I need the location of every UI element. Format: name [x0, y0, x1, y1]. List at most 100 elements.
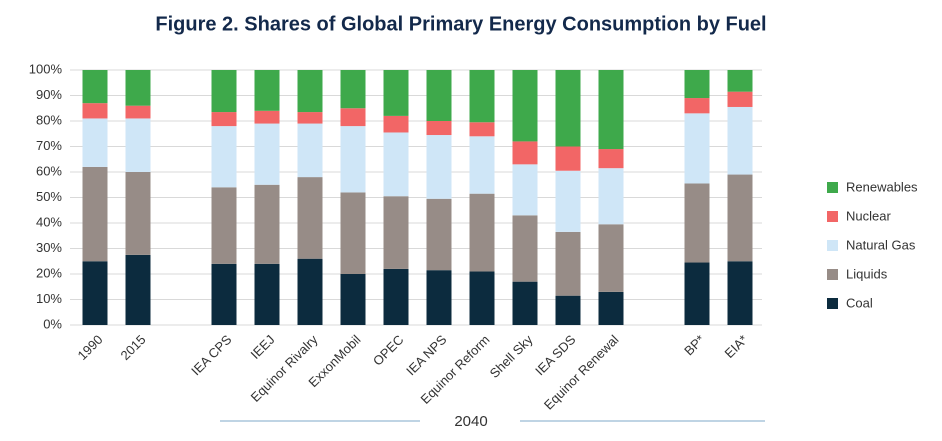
y-tick-label: 80%	[36, 112, 62, 127]
bar-segment	[469, 136, 495, 194]
x-tick-label: Equinor Renewal	[541, 332, 622, 413]
bar-segment	[297, 258, 323, 325]
bar-segment	[598, 291, 624, 325]
bar-segment	[340, 192, 366, 274]
bar-segment	[297, 112, 323, 124]
bar-segment	[555, 146, 581, 171]
bar-segment	[684, 113, 710, 184]
bar-segment	[469, 193, 495, 272]
bar-segment	[512, 141, 538, 165]
legend-swatch	[827, 240, 838, 251]
bar-segment	[82, 118, 108, 167]
bar-segment	[684, 183, 710, 263]
bar-segment	[426, 135, 452, 199]
bar-segment	[82, 70, 108, 104]
bar-segment	[297, 177, 323, 259]
x-tick-label: OPEC	[370, 332, 407, 369]
legend-label: Coal	[846, 295, 873, 310]
y-tick-label: 30%	[36, 240, 62, 255]
x-tick-label: 2015	[117, 332, 148, 363]
bar-segment	[426, 270, 452, 325]
bar-segment	[297, 123, 323, 178]
bar-segment	[254, 110, 280, 124]
bar-segment	[512, 281, 538, 325]
bar-segment	[727, 261, 753, 325]
bar-segment	[684, 98, 710, 114]
bar-segment	[125, 118, 151, 172]
legend-label: Liquids	[846, 266, 888, 281]
bar-segment	[340, 70, 366, 109]
bar-segment	[383, 115, 409, 133]
bar-segment	[125, 70, 151, 106]
y-tick-label: 60%	[36, 163, 62, 178]
bar-segment	[727, 106, 753, 175]
x-tick-label: Shell Sky	[487, 332, 536, 381]
x-tick-label: 1990	[74, 332, 105, 363]
bar-segment	[211, 187, 237, 264]
legend-swatch	[827, 269, 838, 280]
bar-segment	[340, 126, 366, 193]
bar-segment	[254, 263, 280, 325]
bar-segment	[125, 254, 151, 325]
x-tick-label: IEEJ	[248, 332, 278, 362]
y-tick-label: 90%	[36, 87, 62, 102]
bar-segment	[297, 70, 323, 113]
bar-segment	[383, 70, 409, 116]
bar-segment	[512, 164, 538, 216]
bar-segment	[82, 166, 108, 262]
y-tick-label: 10%	[36, 291, 62, 306]
legend-swatch	[827, 298, 838, 309]
bar-segment	[469, 271, 495, 325]
chart-title: Figure 2. Shares of Global Primary Energ…	[155, 13, 766, 35]
bar-segment	[211, 126, 237, 188]
bar-segment	[555, 231, 581, 296]
y-tick-label: 70%	[36, 138, 62, 153]
annotation: 2040	[454, 413, 487, 430]
bar-segment	[254, 184, 280, 264]
bar-segment	[340, 274, 366, 325]
bar-segment	[426, 70, 452, 121]
legend-swatch	[827, 182, 838, 193]
legend-label: Renewables	[846, 179, 918, 194]
bar-segment	[340, 108, 366, 127]
bar-segment	[254, 123, 280, 185]
y-tick-label: 40%	[36, 214, 62, 229]
bar-segment	[512, 70, 538, 142]
bar-segment	[469, 70, 495, 123]
x-tick-label: EIA*	[722, 332, 751, 361]
x-tick-label: IEA CPS	[188, 332, 235, 379]
bar-segment	[684, 262, 710, 325]
bar-segment	[598, 168, 624, 225]
bar-segment	[254, 70, 280, 111]
bar-segment	[211, 263, 237, 325]
bar-segment	[125, 172, 151, 255]
legend-label: Natural Gas	[846, 237, 916, 252]
bar-segment	[125, 105, 151, 119]
bar-segment	[598, 224, 624, 292]
bar-segment	[727, 91, 753, 107]
bar-segment	[211, 112, 237, 127]
bar-segment	[383, 268, 409, 325]
y-tick-label: 100%	[29, 61, 63, 76]
bar-segment	[555, 295, 581, 325]
bar-segment	[211, 70, 237, 113]
y-tick-label: 50%	[36, 189, 62, 204]
bar-segment	[598, 70, 624, 150]
bar-segment	[727, 174, 753, 262]
bar-segment	[469, 122, 495, 137]
y-tick-label: 20%	[36, 265, 62, 280]
bar-segment	[555, 70, 581, 147]
bar-segment	[512, 215, 538, 282]
y-tick-label: 0%	[43, 316, 62, 331]
bar-segment	[426, 198, 452, 271]
bar-segment	[383, 196, 409, 269]
bar-segment	[684, 70, 710, 99]
bar-segment	[555, 170, 581, 232]
bar-segment	[383, 132, 409, 197]
bar-segment	[82, 261, 108, 325]
bar-segment	[727, 70, 753, 92]
bar-segment	[426, 121, 452, 136]
bar-segment	[82, 103, 108, 119]
legend-swatch	[827, 211, 838, 222]
